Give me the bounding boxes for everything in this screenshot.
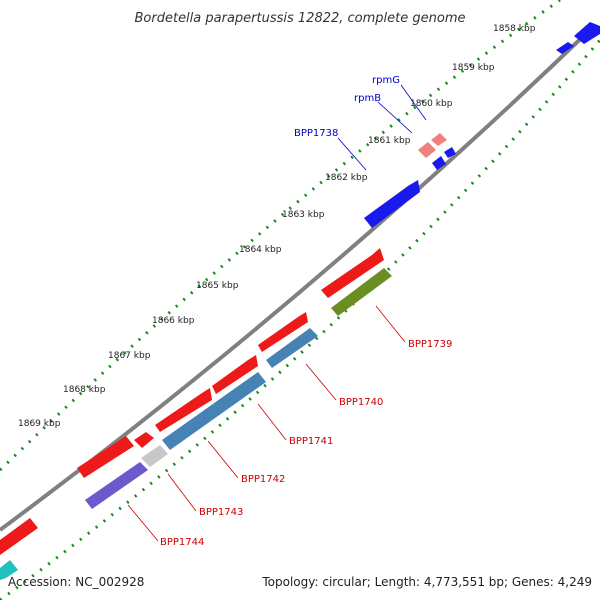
gene-labels: rpmG rpmB BPP1738 BPP1739 BPP1740 BPP174… xyxy=(160,75,452,548)
kbp-label: 1864 kbp xyxy=(239,245,282,255)
gene-label[interactable]: BPP1738 xyxy=(294,128,338,139)
leader-line xyxy=(167,473,197,512)
gene-BPP1741[interactable] xyxy=(162,372,266,450)
gene-label[interactable]: BPP1740 xyxy=(339,397,383,408)
gene-red[interactable] xyxy=(212,355,258,394)
label-leaders xyxy=(127,84,427,542)
gene-arrow[interactable] xyxy=(432,156,446,170)
kbp-label: 1861 kbp xyxy=(368,136,411,146)
gene-rpmB[interactable] xyxy=(418,142,436,158)
gene-BPP1738[interactable] xyxy=(364,180,420,228)
kbp-label: 1862 kbp xyxy=(325,173,368,183)
leader-line xyxy=(207,440,239,479)
gene-BPP1743[interactable] xyxy=(85,462,148,509)
kbp-label: 1859 kbp xyxy=(452,63,495,73)
gene-BPP1739[interactable] xyxy=(331,268,392,316)
kbp-label: 1869 kbp xyxy=(18,419,61,429)
gene-arrow[interactable] xyxy=(574,22,600,44)
gene-label[interactable]: rpmG xyxy=(372,75,400,86)
gene-arrow[interactable] xyxy=(556,42,574,54)
kbp-label: 1860 kbp xyxy=(410,99,453,109)
kbp-label: 1868 kbp xyxy=(63,385,106,395)
gene-cyan[interactable] xyxy=(0,560,18,580)
gene-label[interactable]: BPP1741 xyxy=(289,436,333,447)
gene-BPP1740[interactable] xyxy=(266,328,318,368)
kbp-label: 1867 kbp xyxy=(108,351,151,361)
gene-rpmG[interactable] xyxy=(431,133,447,146)
forward-genes xyxy=(0,22,600,555)
genome-summary-text: Topology: circular; Length: 4,773,551 bp… xyxy=(261,575,592,589)
gene-arrow[interactable] xyxy=(444,147,456,158)
leader-line xyxy=(375,305,406,343)
gene-red[interactable] xyxy=(77,436,134,478)
leader-line xyxy=(127,504,159,542)
kbp-label: 1866 kbp xyxy=(152,316,195,326)
leader-line xyxy=(400,84,427,121)
kbp-labels: 1858 kbp 1859 kbp 1860 kbp 1861 kbp 1862… xyxy=(18,24,536,429)
kbp-label: 1865 kbp xyxy=(196,281,239,291)
kbp-label: 1858 kbp xyxy=(493,24,536,34)
leader-line xyxy=(337,137,367,171)
gene-label[interactable]: BPP1743 xyxy=(199,507,243,518)
gene-label[interactable]: rpmB xyxy=(354,93,381,104)
gene-red[interactable] xyxy=(134,432,154,448)
gene-label[interactable]: BPP1742 xyxy=(241,474,285,485)
reverse-genes xyxy=(0,268,392,580)
gene-label[interactable]: BPP1744 xyxy=(160,537,204,548)
leader-line xyxy=(305,363,337,401)
gene-red[interactable] xyxy=(321,248,384,298)
gene-red[interactable] xyxy=(0,518,38,555)
map-title: Bordetella parapertussis 12822, complete… xyxy=(135,11,466,26)
accession-text: Accession: NC_002928 xyxy=(8,575,144,589)
kbp-label: 1863 kbp xyxy=(282,210,325,220)
gene-red[interactable] xyxy=(258,312,308,352)
gene-red[interactable] xyxy=(155,388,212,432)
leader-line xyxy=(377,101,413,134)
leader-line xyxy=(257,403,287,441)
gene-BPP1742[interactable] xyxy=(141,445,168,467)
genome-backbone xyxy=(0,23,597,532)
gene-label[interactable]: BPP1739 xyxy=(408,339,452,350)
